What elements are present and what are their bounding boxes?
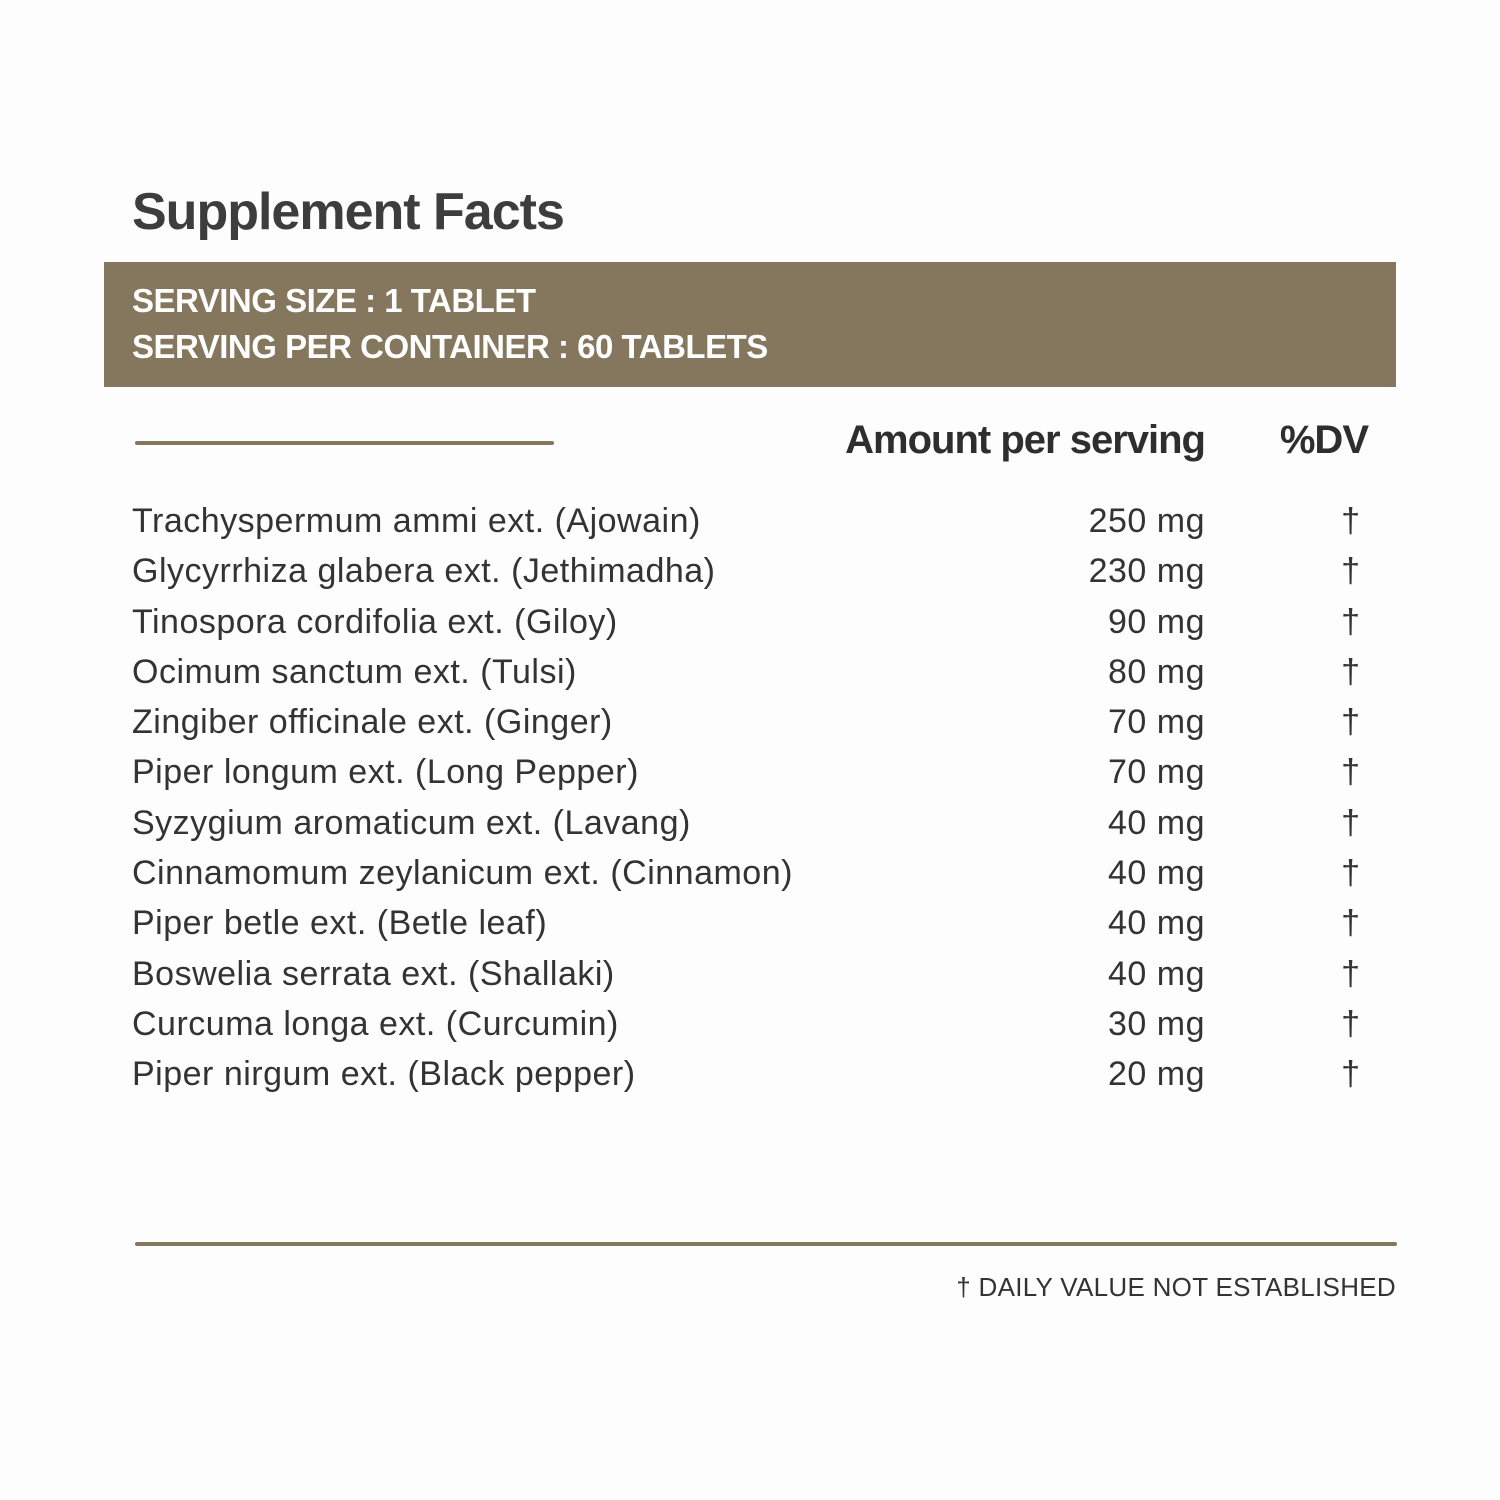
serving-info-band: SERVING SIZE : 1 TABLET SERVING PER CONT… xyxy=(104,262,1396,387)
ingredient-dv: † xyxy=(1341,904,1360,943)
ingredient-row: Cinnamomum zeylanicum ext. (Cinnamon) 40 … xyxy=(0,850,1500,900)
ingredient-amount: 40 mg xyxy=(1108,854,1205,893)
ingredient-dv: † xyxy=(1341,803,1360,842)
ingredient-amount: 70 mg xyxy=(1108,703,1205,742)
ingredient-dv: † xyxy=(1341,652,1360,691)
ingredient-amount: 40 mg xyxy=(1108,803,1205,842)
ingredient-name: Tinospora cordifolia ext. (Giloy) xyxy=(132,602,618,641)
ingredient-list: Trachyspermum ammi ext. (Ajowain) 250 mg †… xyxy=(0,498,1500,1102)
ingredient-dv: † xyxy=(1341,552,1360,591)
ingredient-row: Trachyspermum ammi ext. (Ajowain) 250 mg † xyxy=(0,498,1500,548)
servings-per-container: SERVING PER CONTAINER : 60 TABLETS xyxy=(132,328,768,365)
serving-size: SERVING SIZE : 1 TABLET xyxy=(132,282,536,319)
ingredient-name: Curcuma longa ext. (Curcumin) xyxy=(132,1004,619,1043)
ingredient-amount: 250 mg xyxy=(1088,502,1205,540)
ingredient-name: Syzygium aromaticum ext. (Lavang) xyxy=(132,803,691,842)
ingredient-dv: † xyxy=(1341,502,1360,540)
ingredient-row: Piper betle ext. (Betle leaf) 40 mg † xyxy=(0,900,1500,950)
ingredient-amount: 40 mg xyxy=(1108,954,1205,993)
ingredient-amount: 40 mg xyxy=(1108,904,1205,943)
ingredient-name: Piper longum ext. (Long Pepper) xyxy=(132,753,639,792)
ingredient-name: Piper betle ext. (Betle leaf) xyxy=(132,904,548,943)
ingredient-row: Curcuma longa ext. (Curcumin) 30 mg † xyxy=(0,1001,1500,1051)
ingredient-dv: † xyxy=(1341,954,1360,993)
ingredient-name: Glycyrrhiza glabera ext. (Jethimadha) xyxy=(132,552,716,591)
ingredient-row: Piper nirgum ext. (Black pepper) 20 mg † xyxy=(0,1051,1500,1101)
ingredient-name: Trachyspermum ammi ext. (Ajowain) xyxy=(132,502,701,540)
ingredient-dv: † xyxy=(1341,753,1360,792)
ingredient-dv: † xyxy=(1341,1004,1360,1043)
ingredient-amount: 30 mg xyxy=(1108,1004,1205,1043)
ingredient-row: Glycyrrhiza glabera ext. (Jethimadha) 230… xyxy=(0,548,1500,598)
ingredient-row: Tinospora cordifolia ext. (Giloy) 90 mg † xyxy=(0,599,1500,649)
ingredient-name: Zingiber officinale ext. (Ginger) xyxy=(132,703,613,742)
ingredient-name: Piper nirgum ext. (Black pepper) xyxy=(132,1055,636,1094)
ingredient-row: Zingiber officinale ext. (Ginger) 70 mg † xyxy=(0,699,1500,749)
ingredient-row: Piper longum ext. (Long Pepper) 70 mg † xyxy=(0,749,1500,799)
ingredient-row: Ocimum sanctum ext. (Tulsi) 80 mg † xyxy=(0,649,1500,699)
ingredient-amount: 80 mg xyxy=(1108,652,1205,691)
ingredient-name: Cinnamomum zeylanicum ext. (Cinnamon) xyxy=(132,854,793,893)
column-header-amount: Amount per serving xyxy=(845,418,1206,462)
ingredient-amount: 70 mg xyxy=(1108,753,1205,792)
ingredient-name: Boswelia serrata ext. (Shallaki) xyxy=(132,954,615,993)
ingredient-row: Syzygium aromaticum ext. (Lavang) 40 mg † xyxy=(0,800,1500,850)
footnote: † DAILY VALUE NOT ESTABLISHED xyxy=(956,1272,1396,1302)
ingredient-dv: † xyxy=(1341,703,1360,742)
ingredient-amount: 230 mg xyxy=(1088,552,1205,591)
ingredient-amount: 20 mg xyxy=(1108,1055,1205,1094)
page-title: Supplement Facts xyxy=(132,183,565,241)
ingredient-dv: † xyxy=(1341,602,1360,641)
ingredient-dv: † xyxy=(1341,1055,1360,1094)
ingredient-dv: † xyxy=(1341,854,1360,893)
divider-short xyxy=(135,441,554,445)
ingredient-row: Boswelia serrata ext. (Shallaki) 40 mg † xyxy=(0,951,1500,1001)
ingredient-name: Ocimum sanctum ext. (Tulsi) xyxy=(132,652,577,691)
column-header-dv: %DV xyxy=(1279,418,1369,462)
divider-bottom xyxy=(135,1242,1397,1246)
ingredient-amount: 90 mg xyxy=(1108,602,1205,641)
